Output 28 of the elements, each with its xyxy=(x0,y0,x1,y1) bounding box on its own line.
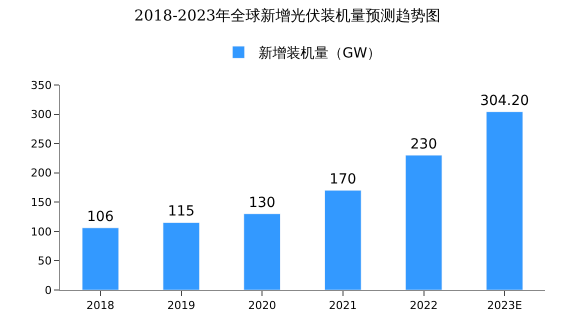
bar xyxy=(486,112,524,290)
legend-label: 新增装机量（GW） xyxy=(258,46,382,62)
y-tick-label: 100 xyxy=(30,225,52,238)
x-tick-label: 2018 xyxy=(86,299,114,312)
chart-title: 2018-2023年全球新增光伏装机量预测趋势图 xyxy=(134,6,441,24)
x-tick-label: 2023E xyxy=(487,299,522,312)
x-tick-label: 2022 xyxy=(410,299,438,312)
data-label: 115 xyxy=(168,204,195,220)
y-tick-label: 200 xyxy=(30,166,52,180)
x-tick-label: 2021 xyxy=(328,299,357,312)
data-label: 170 xyxy=(330,171,356,188)
data-label: 304.20 xyxy=(480,92,530,109)
x-tick-label: 2020 xyxy=(248,299,276,312)
data-label: 130 xyxy=(248,194,276,211)
data-label: 106 xyxy=(87,208,114,225)
y-tick-label: 300 xyxy=(30,108,52,122)
x-tick-label: 2019 xyxy=(167,299,196,312)
y-tick-label: 250 xyxy=(30,137,52,150)
data-label: 230 xyxy=(410,136,438,152)
bar xyxy=(162,222,200,290)
bar xyxy=(82,228,119,290)
y-tick-label: 0 xyxy=(44,284,52,297)
bar xyxy=(324,190,362,290)
y-tick-label: 150 xyxy=(30,196,52,209)
bar xyxy=(244,214,281,290)
y-tick-label: 350 xyxy=(30,78,52,92)
bar xyxy=(405,155,442,290)
y-tick-label: 50 xyxy=(38,254,52,268)
